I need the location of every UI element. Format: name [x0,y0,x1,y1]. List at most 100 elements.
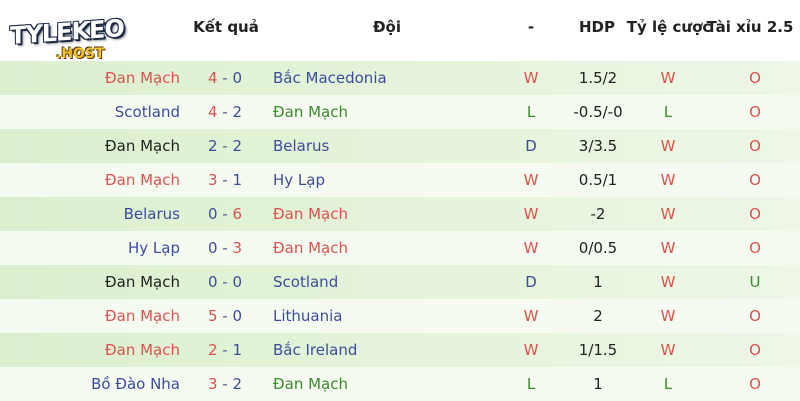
header-result: Kết quả [193,18,259,36]
odds-result: W [660,341,676,359]
score: 4 - 2 [208,103,242,121]
away-score: 3 [232,239,243,257]
odds-result: W [660,205,676,223]
odds-result: W [660,137,676,155]
result: D [525,273,537,291]
table-row: Đan Mạch 2 - 1 Bắc Ireland W 1/1.5 W O [0,333,800,367]
away-team: Hy Lạp [273,171,325,189]
score: 0 - 6 [208,205,242,223]
table-row: Đan Mạch 3 - 1 Hy Lạp W 0.5/1 W O [0,163,800,197]
result: W [523,205,539,223]
away-score: 2 [232,137,243,155]
away-team: Bắc Ireland [273,341,358,359]
table-row: Hy Lạp 0 - 3 Đan Mạch W 0/0.5 W O [0,231,800,265]
over-under-result: O [749,69,761,87]
over-under-result: O [749,171,761,189]
over-under-result: O [749,205,761,223]
over-under-result: O [749,103,761,121]
home-score: 4 [207,103,218,121]
away-score: 0 [232,307,243,325]
table-row: Bồ Đào Nha 3 - 2 Đan Mạch L 1 L O [0,367,800,401]
result: L [526,103,536,121]
home-score: 3 [207,171,218,189]
home-team: Belarus [123,205,180,223]
handicap: 1 [593,375,603,393]
away-team: Lithuania [273,307,343,325]
odds-result: W [660,171,676,189]
home-team: Đan Mạch [105,273,180,291]
score-separator: - [217,137,233,155]
away-team: Đan Mạch [273,239,348,257]
header-odds: Tỷ lệ cược [626,18,712,36]
table-row: Scotland 4 - 2 Đan Mạch L -0.5/-0 L O [0,95,800,129]
over-under-result: O [749,137,761,155]
home-team: Đan Mạch [105,307,180,325]
score: 3 - 1 [208,171,242,189]
away-score: 2 [232,375,243,393]
score: 3 - 2 [208,375,242,393]
away-score: 0 [232,273,243,291]
header-dash: - [527,18,535,36]
logo-subtext: .HOST [56,46,105,62]
result: L [526,375,536,393]
away-team: Scotland [273,273,339,291]
away-team: Bắc Macedonia [273,69,387,87]
handicap: 0/0.5 [578,239,618,257]
score: 0 - 3 [208,239,242,257]
score-separator: - [217,103,233,121]
score: 5 - 0 [208,307,242,325]
handicap: 1/1.5 [578,341,618,359]
score-separator: - [217,239,233,257]
score: 4 - 0 [208,69,242,87]
handicap: 3/3.5 [578,137,618,155]
away-score: 1 [232,341,243,359]
table-row: Đan Mạch 0 - 0 Scotland D 1 W U [0,265,800,299]
table-row: Đan Mạch 2 - 2 Belarus D 3/3.5 W O [0,129,800,163]
home-team: Đan Mạch [105,341,180,359]
over-under-result: O [749,239,761,257]
home-score: 4 [207,69,218,87]
home-score: 0 [207,239,218,257]
result: W [523,239,539,257]
odds-result: L [663,103,673,121]
home-team: Đan Mạch [105,69,180,87]
away-team: Đan Mạch [273,103,348,121]
home-score: 3 [207,375,218,393]
home-team: Scotland [114,103,180,121]
over-under-result: O [749,341,761,359]
handicap: -0.5/-0 [573,103,623,121]
result: W [523,69,539,87]
table-row: Đan Mạch 5 - 0 Lithuania W 2 W O [0,299,800,333]
away-team: Đan Mạch [273,375,348,393]
home-score: 2 [207,137,218,155]
score: 2 - 1 [208,341,242,359]
home-team: Hy Lạp [128,239,180,257]
odds-result: W [660,273,676,291]
odds-result: W [660,307,676,325]
result: W [523,341,539,359]
score-separator: - [217,375,233,393]
table-body: Đan Mạch 4 - 0 Bắc Macedonia W 1.5/2 W O Scotla… [0,61,800,401]
header-hdp: HDP [579,18,615,36]
handicap: 1 [593,273,603,291]
away-score: 0 [232,69,243,87]
score-separator: - [217,171,233,189]
home-team: Đan Mạch [105,171,180,189]
score-separator: - [217,69,233,87]
result: W [523,171,539,189]
header-team: Đội [372,18,402,36]
over-under-result: O [749,307,761,325]
home-team: Đan Mạch [105,137,180,155]
away-team: Đan Mạch [273,205,348,223]
score-separator: - [217,273,233,291]
result: W [523,307,539,325]
away-score: 2 [232,103,243,121]
odds-result: W [660,69,676,87]
home-score: 0 [207,273,218,291]
score: 2 - 2 [208,137,242,155]
score: 0 - 0 [208,273,242,291]
over-under-result: O [749,375,761,393]
handicap: 1.5/2 [578,69,618,87]
home-team: Bồ Đào Nha [91,375,180,393]
